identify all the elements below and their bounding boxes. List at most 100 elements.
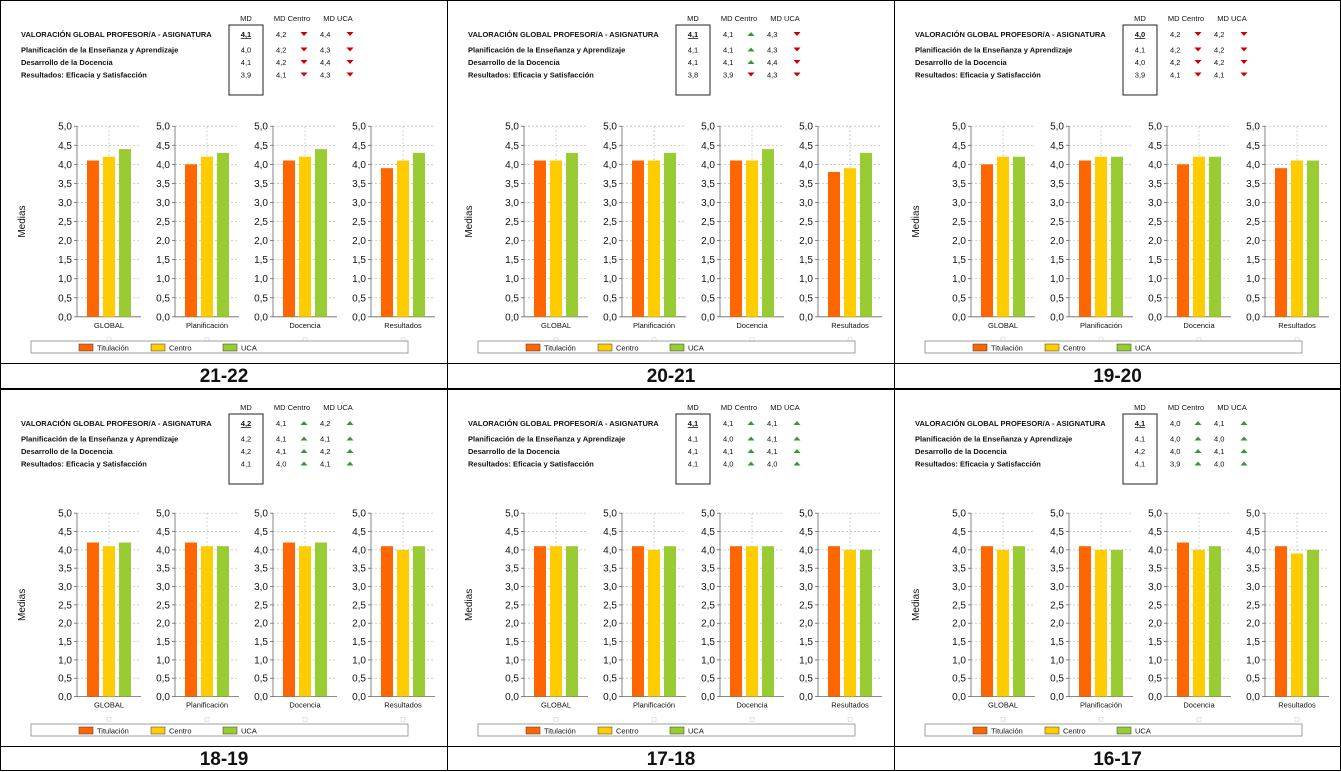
bar-docencia-uca (762, 149, 774, 317)
md-uca-value: 4,2 (1214, 30, 1224, 39)
legend-swatch-titulación (78, 726, 94, 735)
md-box (1122, 413, 1158, 485)
table-row-label: VALORACIÓN GLOBAL PROFESOR/A - ASIGNATUR… (21, 30, 212, 39)
y-tick-label: 1,0 (1246, 655, 1260, 666)
year-label: 20-21 (447, 363, 895, 389)
x-category-label: GLOBAL (94, 701, 124, 710)
bar-docencia-titulación (283, 160, 295, 317)
arrow-down-icon (793, 72, 801, 77)
y-tick-label: 5,0 (1050, 509, 1064, 520)
legend-label: Centro (1063, 727, 1086, 736)
y-axis-label: Medias (17, 205, 28, 237)
arrow-up-icon (346, 421, 354, 425)
y-tick-label: 2,5 (58, 217, 72, 228)
y-tick-label: 2,5 (952, 217, 966, 228)
y-tick-label: 4,0 (58, 545, 72, 556)
y-tick-label: 0,5 (1050, 293, 1064, 304)
header-md-uca: MD UCA (1217, 14, 1247, 23)
md-centro-value: 4,1 (723, 46, 733, 55)
y-tick-label: 2,0 (505, 619, 519, 630)
y-tick-label: 1,0 (603, 655, 617, 666)
md-centro-value: 4,0 (1170, 447, 1180, 456)
y-tick-label: 3,5 (505, 564, 519, 575)
md-uca-value: 4,1 (1214, 447, 1224, 456)
arrow-down-icon (300, 60, 308, 64)
legend-box (924, 340, 1303, 354)
md-value: 4,1 (1135, 46, 1145, 55)
y-tick-label: 0,0 (799, 692, 813, 703)
chart-svg-20-21: MD MD Centro MD UCA VALORACIÓN GLOBAL PROFE… (464, 14, 882, 354)
table-row-label: Desarrollo de la Docencia (915, 447, 1008, 456)
y-tick-label: 1,0 (58, 274, 72, 285)
y-tick-label: 1,5 (701, 637, 715, 648)
y-tick-label: 5,0 (603, 509, 617, 520)
y-tick-label: 0,0 (156, 312, 170, 323)
y-tick-label: 2,0 (1148, 236, 1162, 247)
table-row-label: Resultados: Eficacia y Satisfacción (468, 71, 594, 80)
x-category-label: Resultados (384, 321, 422, 330)
table-row-label: Desarrollo de la Docencia (21, 58, 114, 67)
y-tick-label: 5,0 (1050, 122, 1064, 133)
bar-planificación-titulación (1079, 546, 1091, 697)
table-row-label: Resultados: Eficacia y Satisfacción (21, 460, 147, 469)
y-tick-label: 4,0 (799, 545, 813, 556)
y-tick-label: 0,0 (58, 692, 72, 703)
md-uca-value: 4,1 (1214, 419, 1224, 428)
y-tick-label: 2,5 (1148, 217, 1162, 228)
y-tick-label: 2,0 (254, 619, 268, 630)
y-tick-label: 3,5 (254, 564, 268, 575)
md-centro-value: 4,1 (723, 30, 733, 39)
y-tick-label: 4,0 (505, 160, 519, 171)
md-centro-value: 3,9 (723, 71, 733, 80)
y-tick-label: 0,0 (1148, 312, 1162, 323)
md-uca-value: 4,3 (320, 71, 330, 80)
y-tick-label: 2,5 (505, 217, 519, 228)
y-tick-label: 2,0 (952, 236, 966, 247)
md-value: 4,1 (1135, 460, 1145, 469)
bar-resultados-uca (1307, 160, 1319, 317)
md-box (228, 24, 264, 96)
y-tick-label: 3,0 (952, 198, 966, 209)
bar-planificación-centro (201, 156, 213, 317)
placeholder-glyph: □ (107, 717, 112, 724)
md-uca-value: 4,0 (767, 460, 777, 469)
arrow-down-icon (300, 47, 308, 52)
x-category-label: Resultados (1278, 701, 1316, 710)
y-tick-label: 4,0 (58, 160, 72, 171)
y-tick-label: 2,0 (58, 619, 72, 630)
y-tick-label: 1,5 (701, 255, 715, 266)
y-tick-label: 2,0 (505, 236, 519, 247)
placeholder-glyph: □ (750, 717, 755, 724)
legend-label: UCA (1135, 344, 1151, 353)
y-tick-label: 5,0 (156, 509, 170, 520)
header-md: MD (1134, 403, 1146, 412)
bar-global-titulación (534, 546, 546, 697)
y-tick-label: 3,0 (1050, 582, 1064, 593)
y-tick-label: 2,5 (701, 217, 715, 228)
y-tick-label: 0,5 (603, 293, 617, 304)
md-centro-value: 4,0 (723, 460, 733, 469)
x-category-label: Resultados (384, 701, 422, 710)
placeholder-glyph: □ (1099, 717, 1104, 724)
bar-docencia-uca (315, 149, 327, 317)
y-tick-label: 2,0 (1246, 236, 1260, 247)
y-tick-label: 0,0 (952, 692, 966, 703)
legend-label: Titulación (97, 344, 129, 353)
y-tick-label: 3,0 (1246, 198, 1260, 209)
bar-planificación-titulación (185, 164, 197, 317)
y-tick-label: 3,0 (799, 198, 813, 209)
bar-resultados-uca (413, 546, 425, 697)
y-tick-label: 2,5 (1148, 600, 1162, 611)
y-tick-label: 4,5 (603, 527, 617, 538)
legend-box (477, 340, 856, 354)
y-tick-label: 3,0 (1148, 198, 1162, 209)
y-tick-label: 0,0 (352, 312, 366, 323)
bar-resultados-centro (844, 168, 856, 317)
md-centro-value: 4,1 (723, 58, 733, 67)
md-uca-value: 4,0 (1214, 460, 1224, 469)
y-tick-label: 4,0 (603, 160, 617, 171)
bar-docencia-uca (1209, 546, 1221, 697)
legend-swatch-uca (669, 726, 685, 735)
y-tick-label: 3,5 (1148, 179, 1162, 190)
y-tick-label: 4,0 (603, 545, 617, 556)
